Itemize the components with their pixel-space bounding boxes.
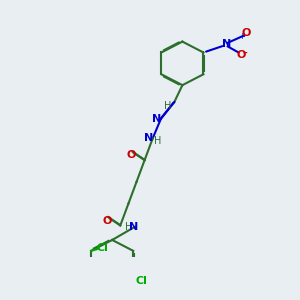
- Text: O: O: [242, 28, 251, 38]
- Text: Cl: Cl: [135, 276, 147, 286]
- Text: O: O: [237, 50, 246, 60]
- Text: +: +: [238, 32, 245, 41]
- Text: N: N: [129, 222, 138, 232]
- Text: N: N: [144, 134, 153, 143]
- Text: Cl: Cl: [96, 243, 108, 254]
- Text: H: H: [154, 136, 162, 146]
- Text: O: O: [102, 216, 112, 226]
- Text: H: H: [164, 101, 171, 111]
- Text: H: H: [125, 222, 132, 232]
- Text: N: N: [222, 39, 231, 49]
- Text: O: O: [126, 150, 136, 160]
- Text: N: N: [152, 114, 161, 124]
- Text: -: -: [243, 47, 248, 61]
